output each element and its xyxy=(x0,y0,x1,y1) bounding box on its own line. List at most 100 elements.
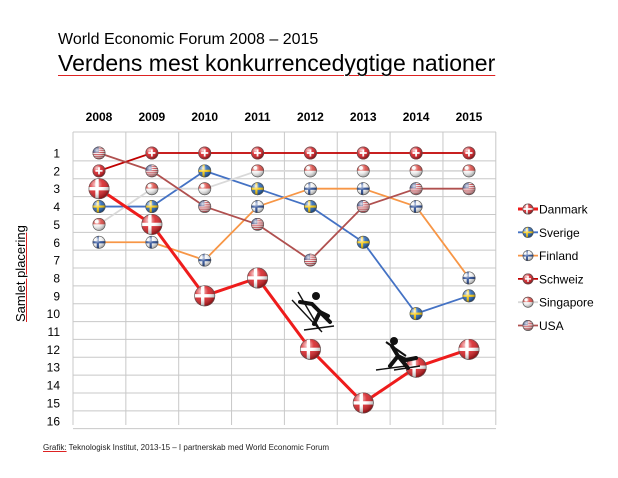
marker-sverige-2013 xyxy=(356,235,370,249)
y-tick-5: 5 xyxy=(53,218,60,232)
source-prefix: Grafik: xyxy=(43,443,67,452)
legend-marker-danmark xyxy=(522,203,534,215)
y-tick-6: 6 xyxy=(53,236,60,250)
y-tick-2: 2 xyxy=(53,164,60,178)
legend-marker-singapore xyxy=(522,296,534,308)
y-tick-3: 3 xyxy=(53,182,60,196)
chart-subtitle: World Economic Forum 2008 – 2015 xyxy=(58,31,319,48)
marker-finland-2010 xyxy=(198,253,212,267)
marker-usa-2008 xyxy=(92,146,106,160)
legend-label-finland: Finland xyxy=(539,249,578,263)
x-tick-2015: 2015 xyxy=(456,110,483,124)
series-line-singapore xyxy=(98,169,469,226)
marker-sverige-2011 xyxy=(251,182,265,196)
y-tick-7: 7 xyxy=(53,254,60,268)
y-tick-1: 1 xyxy=(53,147,60,161)
marker-danmark-2011 xyxy=(247,267,269,289)
marker-sverige-2015 xyxy=(462,289,476,303)
marker-singapore-2013 xyxy=(356,164,370,178)
legend-label-usa: USA xyxy=(539,319,564,333)
marker-sverige-2009 xyxy=(145,200,159,214)
grid-lines xyxy=(72,131,497,430)
legend-marker-schweiz xyxy=(522,273,534,285)
marker-danmark-2015 xyxy=(458,338,480,360)
legend-label-singapore: Singapore xyxy=(539,296,594,310)
marker-danmark-2008 xyxy=(88,178,110,200)
marker-finland-2011 xyxy=(251,200,265,214)
legend: Danmark Sverige Finland Schweiz Singapore USA xyxy=(518,203,594,333)
marker-sverige-2012 xyxy=(303,200,317,214)
legend-marker-usa xyxy=(522,320,534,331)
marker-danmark-2012 xyxy=(299,338,321,360)
y-tick-10: 10 xyxy=(47,307,61,321)
biathlon-skier-icon xyxy=(375,337,421,371)
marker-finland-2012 xyxy=(303,182,317,196)
cross-country-skier-icon xyxy=(291,291,335,333)
y-tick-11: 11 xyxy=(48,325,61,339)
marker-finland-2009 xyxy=(145,235,159,249)
series-line-schweiz xyxy=(98,152,469,172)
marker-singapore-2010 xyxy=(198,182,212,196)
x-tick-2012: 2012 xyxy=(297,110,324,124)
marker-schweiz-2010 xyxy=(198,146,212,160)
marker-usa-2013 xyxy=(356,200,370,214)
marker-usa-2009 xyxy=(145,164,159,178)
y-tick-12: 12 xyxy=(47,343,61,357)
marker-sverige-2008 xyxy=(92,200,106,214)
series-lines xyxy=(98,152,470,405)
x-tick-2008: 2008 xyxy=(86,110,113,124)
legend-marker-sverige xyxy=(522,226,534,238)
marker-singapore-2008 xyxy=(92,217,106,231)
chart-title: Verdens mest konkurrencedygtige nationer xyxy=(58,50,496,76)
y-tick-13: 13 xyxy=(47,361,61,375)
marker-danmark-2009 xyxy=(141,213,163,235)
marker-finland-2013 xyxy=(356,182,370,196)
source-text: Teknologisk Institut, 2013-15 – I partne… xyxy=(66,443,330,452)
marker-usa-2012 xyxy=(303,253,317,267)
series-markers xyxy=(88,146,480,414)
series-line-usa xyxy=(98,152,469,262)
marker-singapore-2009 xyxy=(145,182,159,196)
source-footer: Grafik: Teknologisk Institut, 2013-15 – … xyxy=(43,443,329,452)
marker-usa-2014 xyxy=(409,182,423,196)
x-tick-labels: 2008 2009 2010 2011 2012 2013 2014 2015 xyxy=(86,110,483,124)
legend-label-schweiz: Schweiz xyxy=(539,272,584,286)
marker-sverige-2014 xyxy=(409,307,423,321)
x-tick-2014: 2014 xyxy=(403,110,430,124)
marker-finland-2015 xyxy=(462,271,476,285)
x-tick-2013: 2013 xyxy=(350,110,377,124)
marker-schweiz-2008 xyxy=(92,164,106,178)
marker-schweiz-2009 xyxy=(145,146,159,160)
marker-finland-2014 xyxy=(409,200,423,214)
series-line-danmark xyxy=(98,187,470,405)
marker-singapore-2014 xyxy=(409,164,423,178)
marker-usa-2015 xyxy=(462,182,476,196)
marker-danmark-2010 xyxy=(194,285,216,307)
marker-danmark-2013 xyxy=(352,392,374,414)
y-tick-14: 14 xyxy=(47,379,61,393)
marker-singapore-2015 xyxy=(462,164,476,178)
x-tick-2010: 2010 xyxy=(191,110,218,124)
marker-schweiz-2014 xyxy=(409,146,423,160)
marker-usa-2010 xyxy=(198,200,212,214)
marker-schweiz-2012 xyxy=(303,146,317,160)
marker-singapore-2012 xyxy=(303,164,317,178)
legend-marker-finland xyxy=(522,250,534,262)
marker-schweiz-2011 xyxy=(251,146,265,160)
marker-singapore-2011 xyxy=(251,164,265,178)
y-tick-8: 8 xyxy=(53,271,60,285)
marker-schweiz-2013 xyxy=(356,146,370,160)
y-tick-9: 9 xyxy=(53,289,60,303)
legend-label-danmark: Danmark xyxy=(539,203,589,217)
y-tick-15: 15 xyxy=(47,396,61,410)
legend-label-sverige: Sverige xyxy=(539,226,580,240)
marker-finland-2008 xyxy=(92,235,106,249)
x-tick-2011: 2011 xyxy=(245,110,271,124)
y-tick-16: 16 xyxy=(47,414,61,428)
marker-usa-2011 xyxy=(251,217,265,231)
series-line-finland xyxy=(99,187,470,279)
y-tick-4: 4 xyxy=(53,200,60,214)
marker-schweiz-2015 xyxy=(462,146,476,160)
